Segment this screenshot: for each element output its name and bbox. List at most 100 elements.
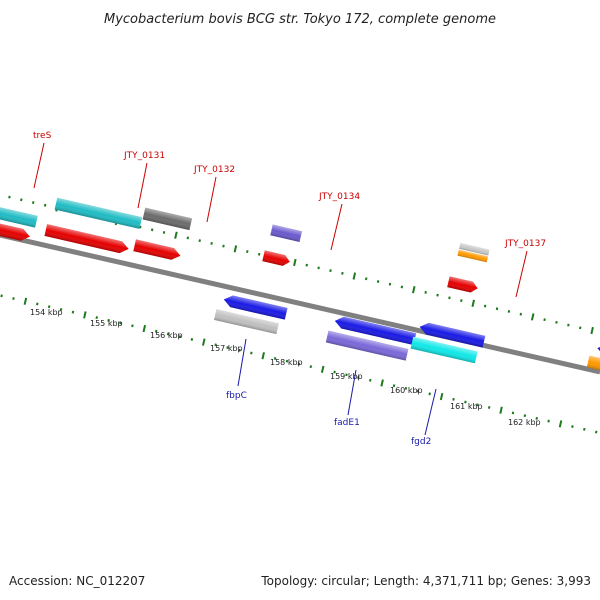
- scale-label: 158 kbp: [270, 358, 303, 367]
- minor-tick: [309, 365, 313, 369]
- gene-jty0132-red[interactable]: [133, 239, 181, 261]
- gene-fbpC-blue[interactable]: [222, 294, 288, 320]
- gene-fgd2-cyan[interactable]: [410, 336, 478, 364]
- minor-tick: [583, 427, 586, 431]
- minor-tick: [20, 198, 23, 202]
- gene-jty0131-red[interactable]: [44, 224, 130, 255]
- minor-tick: [43, 203, 47, 207]
- bottom-gene-labels: fbpC fadE1 fgd2: [226, 338, 437, 447]
- minor-tick: [404, 386, 408, 390]
- gene-label-jty0137[interactable]: JTY_0137: [504, 239, 546, 249]
- major-tick: [233, 245, 238, 253]
- minor-tick: [8, 195, 11, 199]
- scale-label: 160 kbp: [390, 386, 423, 395]
- gene-fgd2-blue[interactable]: [418, 321, 486, 348]
- minor-tick: [555, 320, 558, 324]
- gene-label-jty0134[interactable]: JTY_0134: [318, 192, 360, 202]
- minor-tick: [507, 310, 511, 313]
- minor-tick: [535, 416, 538, 420]
- gene-label-treS[interactable]: treS: [33, 131, 52, 141]
- minor-tick: [487, 406, 491, 409]
- minor-tick: [519, 312, 523, 316]
- minor-tick: [214, 343, 217, 347]
- accession-text: Accession: NC_012207: [9, 574, 145, 588]
- major-tick: [23, 297, 28, 305]
- major-tick: [320, 365, 325, 373]
- minor-tick: [341, 271, 344, 275]
- major-tick: [202, 338, 206, 346]
- minor-tick: [523, 414, 527, 418]
- minor-tick: [238, 348, 241, 352]
- minor-tick: [297, 362, 301, 366]
- minor-tick: [246, 250, 249, 253]
- forward-strand-genes: [0, 192, 38, 228]
- major-tick: [471, 299, 475, 307]
- scale-label: 156 kbp: [150, 331, 183, 340]
- gene-jty0137-red[interactable]: [447, 276, 479, 293]
- gene-label-fbpC[interactable]: fbpC: [226, 391, 247, 401]
- minor-tick: [547, 419, 550, 423]
- minor-tick: [416, 389, 420, 393]
- minor-tick: [257, 252, 261, 256]
- minor-tick: [36, 302, 39, 306]
- minor-tick: [424, 290, 427, 294]
- minor-tick: [59, 307, 63, 311]
- gene-jty0137-gray[interactable]: [459, 242, 490, 256]
- minor-tick: [329, 269, 332, 273]
- gene-trs-red[interactable]: [0, 210, 31, 243]
- major-tick: [412, 286, 416, 294]
- minor-tick: [368, 378, 372, 382]
- minor-tick: [305, 263, 308, 267]
- gene-label-jty0132[interactable]: JTY_0132: [193, 165, 235, 175]
- minor-tick: [198, 239, 201, 243]
- gene-fadE1-blue[interactable]: [333, 315, 417, 346]
- gene-jty0132-gray[interactable]: [142, 207, 193, 231]
- minor-tick: [138, 225, 142, 229]
- minor-tick: [222, 244, 225, 248]
- minor-tick: [464, 400, 467, 404]
- map-title: Mycobacterium bovis BCG str. Tokyo 172, …: [104, 12, 496, 27]
- genome-backbone: [0, 232, 600, 375]
- gene-jty0131-cyan[interactable]: [54, 197, 143, 229]
- minor-tick: [495, 307, 499, 311]
- minor-tick: [567, 323, 570, 327]
- scale-label: 162 kbp: [508, 418, 541, 427]
- gene-jty0134-red[interactable]: [262, 250, 291, 267]
- minor-tick: [436, 293, 439, 297]
- minor-tick: [150, 228, 154, 232]
- gene-fbpC-gray[interactable]: [213, 309, 279, 335]
- minor-tick: [273, 357, 277, 360]
- gene-features: [0, 197, 600, 373]
- scale-label: 155 kbp: [90, 319, 123, 328]
- topology-text: Topology: circular; Length: 4,371,711 bp…: [260, 574, 591, 588]
- minor-tick: [460, 299, 463, 303]
- gene-label-fgd2[interactable]: fgd2: [411, 437, 431, 447]
- gene-jty0134-purple[interactable]: [270, 224, 302, 242]
- minor-tick: [285, 359, 289, 363]
- minor-tick: [333, 370, 336, 374]
- scale-label: 154 kbp: [30, 308, 63, 317]
- minor-tick: [154, 329, 158, 333]
- gene-fadE1-purple[interactable]: [325, 330, 409, 361]
- gene-edge-blue[interactable]: [596, 342, 600, 359]
- gene-label-jty0131[interactable]: JTY_0131: [123, 151, 165, 161]
- tick-row: [0, 294, 598, 434]
- major-tick: [590, 326, 594, 335]
- minor-tick: [483, 304, 487, 308]
- minor-tick: [392, 384, 396, 388]
- minor-tick: [186, 236, 190, 240]
- minor-tick: [428, 392, 431, 396]
- gene-label-fadE1[interactable]: fadE1: [334, 418, 360, 428]
- minor-tick: [543, 318, 546, 322]
- minor-tick: [345, 373, 348, 377]
- minor-tick: [317, 266, 320, 270]
- minor-tick: [388, 282, 392, 286]
- minor-tick: [178, 335, 182, 339]
- major-tick: [261, 352, 265, 360]
- minor-tick: [511, 411, 515, 415]
- minor-tick: [12, 297, 15, 300]
- minor-tick: [190, 337, 194, 341]
- minor-tick: [162, 231, 166, 234]
- gene-jty0137-orange[interactable]: [457, 249, 489, 263]
- minor-tick: [119, 321, 122, 325]
